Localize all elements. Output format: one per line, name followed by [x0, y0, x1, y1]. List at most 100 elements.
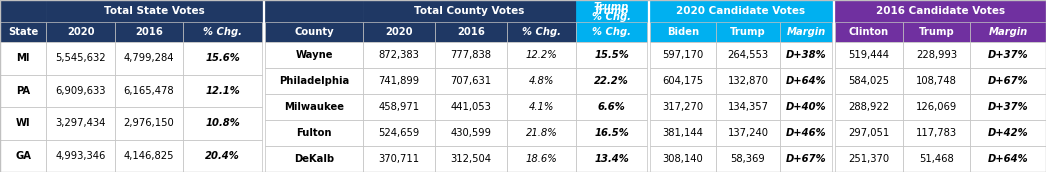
Text: D+46%: D+46%	[786, 128, 826, 138]
Text: 6,165,478: 6,165,478	[123, 86, 175, 96]
Bar	[435, 120, 507, 146]
Bar	[576, 68, 647, 94]
Text: 604,175: 604,175	[662, 76, 704, 86]
Text: 2020: 2020	[67, 27, 94, 37]
Bar	[46, 42, 115, 74]
Bar	[970, 146, 1046, 172]
Text: 15.5%: 15.5%	[594, 50, 629, 60]
Text: 18.6%: 18.6%	[526, 154, 558, 164]
Text: D+38%: D+38%	[786, 50, 826, 60]
Bar	[0, 42, 46, 74]
Bar	[363, 42, 435, 68]
Bar	[115, 139, 183, 172]
Text: 6,909,633: 6,909,633	[55, 86, 106, 96]
Bar	[183, 74, 262, 107]
Bar	[507, 22, 576, 42]
Text: 3,297,434: 3,297,434	[55, 118, 106, 128]
Bar	[576, 146, 647, 172]
Bar	[970, 94, 1046, 120]
Text: Trump: Trump	[730, 27, 766, 37]
Bar	[183, 42, 262, 74]
Bar	[265, 68, 363, 94]
Bar	[115, 107, 183, 139]
Text: 15.6%: 15.6%	[205, 53, 240, 63]
Text: D+37%: D+37%	[987, 102, 1028, 112]
Bar	[970, 42, 1046, 68]
Text: Total State Votes: Total State Votes	[104, 6, 204, 16]
Bar	[435, 22, 507, 42]
Text: 6.6%: 6.6%	[597, 102, 626, 112]
Bar	[435, 42, 507, 68]
Text: State: State	[8, 27, 38, 37]
Bar	[835, 120, 903, 146]
Text: 519,444: 519,444	[848, 50, 889, 60]
Bar	[435, 68, 507, 94]
Text: 12.1%: 12.1%	[205, 86, 240, 96]
Text: 370,711: 370,711	[379, 154, 419, 164]
Text: Total County Votes: Total County Votes	[414, 6, 525, 16]
Text: 10.8%: 10.8%	[205, 118, 240, 128]
Text: 132,870: 132,870	[728, 76, 769, 86]
Bar	[265, 42, 363, 68]
Bar	[650, 68, 717, 94]
Bar	[507, 120, 576, 146]
Bar	[717, 42, 780, 68]
Bar	[717, 120, 780, 146]
Text: 264,553: 264,553	[727, 50, 769, 60]
Text: % Chg.: % Chg.	[522, 27, 561, 37]
Text: 312,504: 312,504	[451, 154, 492, 164]
Bar	[780, 22, 832, 42]
Bar	[265, 0, 363, 22]
Bar	[650, 22, 717, 42]
Bar	[576, 22, 647, 42]
Bar	[717, 68, 780, 94]
Bar	[576, 42, 647, 68]
Text: MI: MI	[17, 53, 29, 63]
Bar	[435, 94, 507, 120]
Bar	[717, 94, 780, 120]
Text: 741,899: 741,899	[379, 76, 419, 86]
Bar	[835, 0, 1046, 22]
Text: 2,976,150: 2,976,150	[123, 118, 175, 128]
Text: 872,383: 872,383	[379, 50, 419, 60]
Bar	[970, 120, 1046, 146]
Bar	[46, 74, 115, 107]
Bar	[0, 139, 46, 172]
Text: % Chg.: % Chg.	[592, 12, 631, 22]
Text: 22.2%: 22.2%	[594, 76, 629, 86]
Bar	[183, 107, 262, 139]
Text: 21.8%: 21.8%	[526, 128, 558, 138]
Bar	[363, 120, 435, 146]
Text: 126,069: 126,069	[916, 102, 957, 112]
Bar	[903, 94, 970, 120]
Text: Wayne: Wayne	[295, 50, 333, 60]
Text: 584,025: 584,025	[848, 76, 889, 86]
Text: Clinton: Clinton	[849, 27, 889, 37]
Text: 597,170: 597,170	[662, 50, 704, 60]
Bar	[780, 120, 832, 146]
Bar	[363, 68, 435, 94]
Bar	[903, 146, 970, 172]
Bar	[507, 68, 576, 94]
Bar	[363, 146, 435, 172]
Text: 381,144: 381,144	[662, 128, 704, 138]
Text: 117,783: 117,783	[916, 128, 957, 138]
Text: D+64%: D+64%	[786, 76, 826, 86]
Bar	[507, 146, 576, 172]
Bar	[650, 0, 832, 22]
Bar	[903, 22, 970, 42]
Text: 777,838: 777,838	[451, 50, 492, 60]
Text: Biden: Biden	[667, 27, 699, 37]
Text: Trump: Trump	[918, 27, 954, 37]
Text: County: County	[294, 27, 334, 37]
Text: PA: PA	[16, 86, 30, 96]
Bar	[265, 22, 363, 42]
Text: 13.4%: 13.4%	[594, 154, 629, 164]
Bar	[363, 0, 576, 22]
Bar	[576, 120, 647, 146]
Bar	[650, 94, 717, 120]
Text: 524,659: 524,659	[379, 128, 419, 138]
Text: Trump: Trump	[594, 2, 629, 12]
Bar	[265, 120, 363, 146]
Text: 707,631: 707,631	[451, 76, 492, 86]
